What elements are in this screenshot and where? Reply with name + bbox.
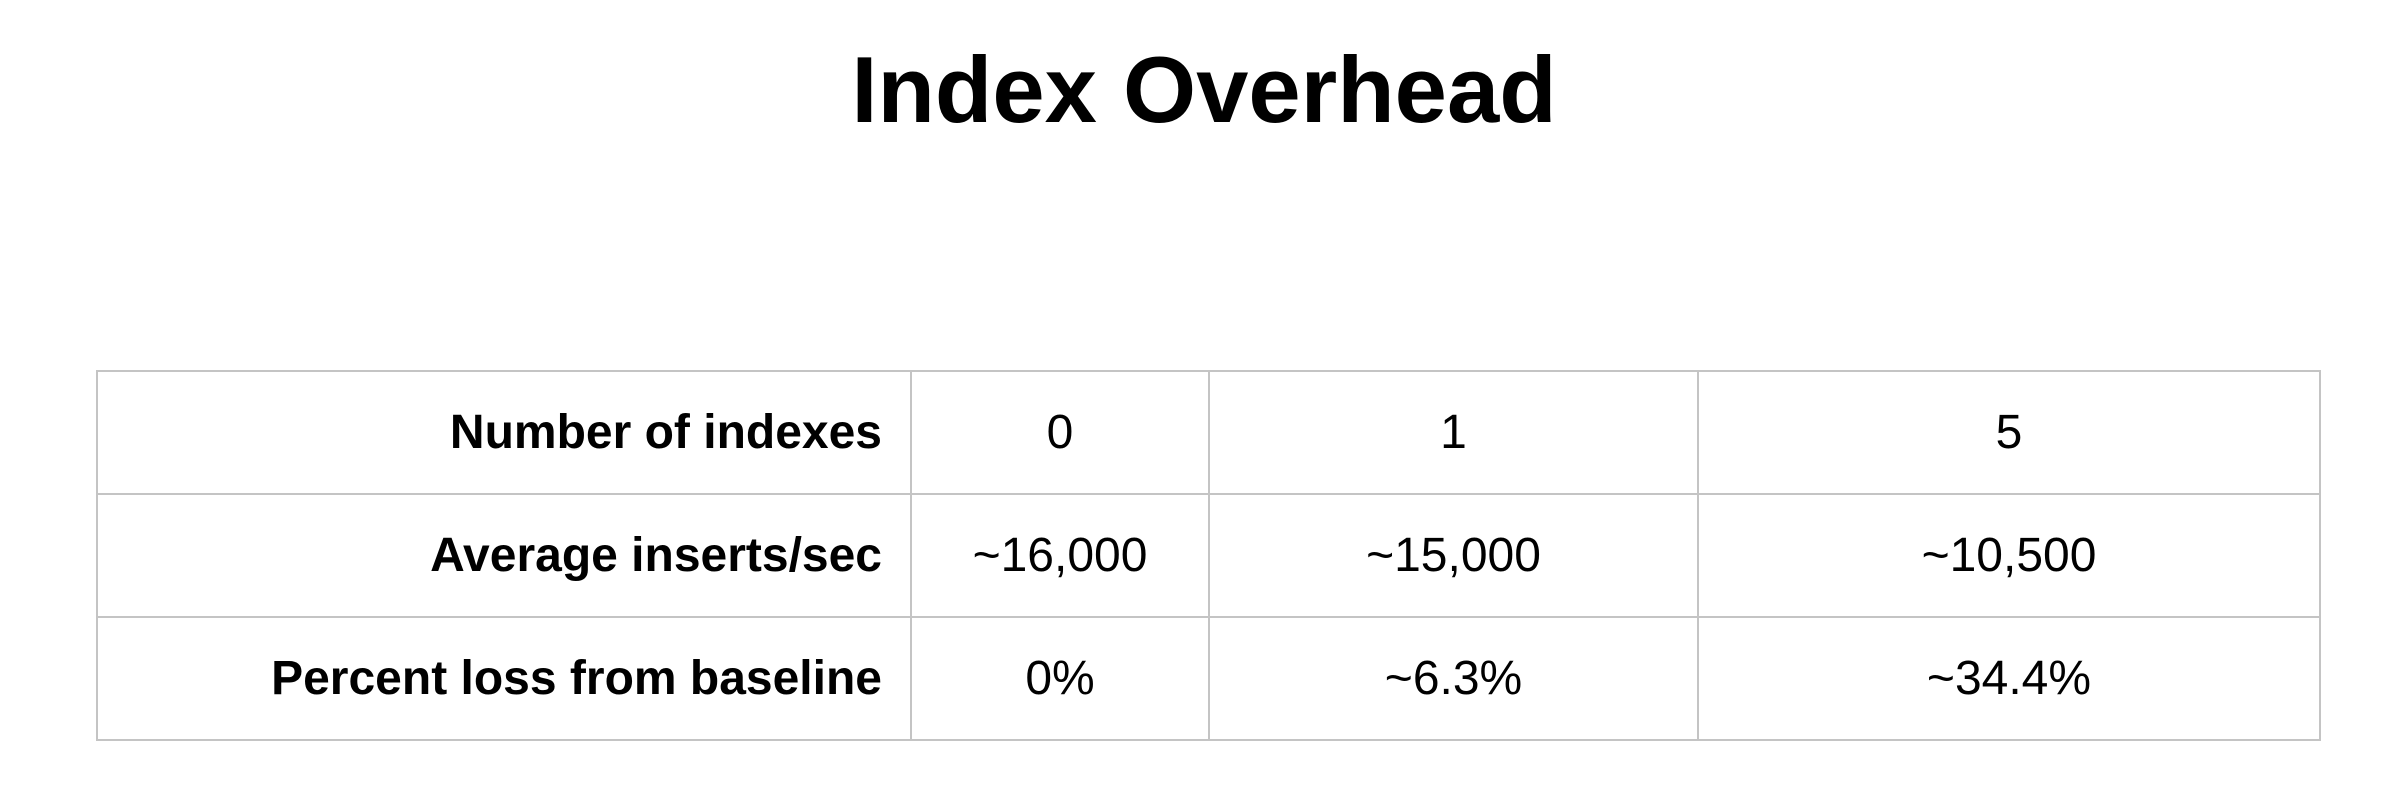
table-cell: ~16,000 xyxy=(910,493,1210,618)
table-container: Number of indexes 0 1 5 Average inserts/… xyxy=(96,370,2321,741)
table-row-number-of-indexes: Number of indexes 0 1 5 xyxy=(96,370,2321,495)
table-row-average-inserts: Average inserts/sec ~16,000 ~15,000 ~10,… xyxy=(96,493,2321,618)
table-cell: 5 xyxy=(1697,370,2321,495)
table-cell: ~10,500 xyxy=(1697,493,2321,618)
table-cell: 0 xyxy=(910,370,1210,495)
table-cell: ~6.3% xyxy=(1208,616,1699,741)
row-header-number-of-indexes: Number of indexes xyxy=(96,370,912,495)
table-cell: 1 xyxy=(1208,370,1699,495)
row-header-percent-loss: Percent loss from baseline xyxy=(96,616,912,741)
index-overhead-table: Number of indexes 0 1 5 Average inserts/… xyxy=(96,370,2321,741)
table-cell: 0% xyxy=(910,616,1210,741)
slide-title: Index Overhead xyxy=(851,37,1557,142)
table-row-percent-loss: Percent loss from baseline 0% ~6.3% ~34.… xyxy=(96,616,2321,741)
table-cell: ~34.4% xyxy=(1697,616,2321,741)
row-header-average-inserts: Average inserts/sec xyxy=(96,493,912,618)
table-cell: ~15,000 xyxy=(1208,493,1699,618)
